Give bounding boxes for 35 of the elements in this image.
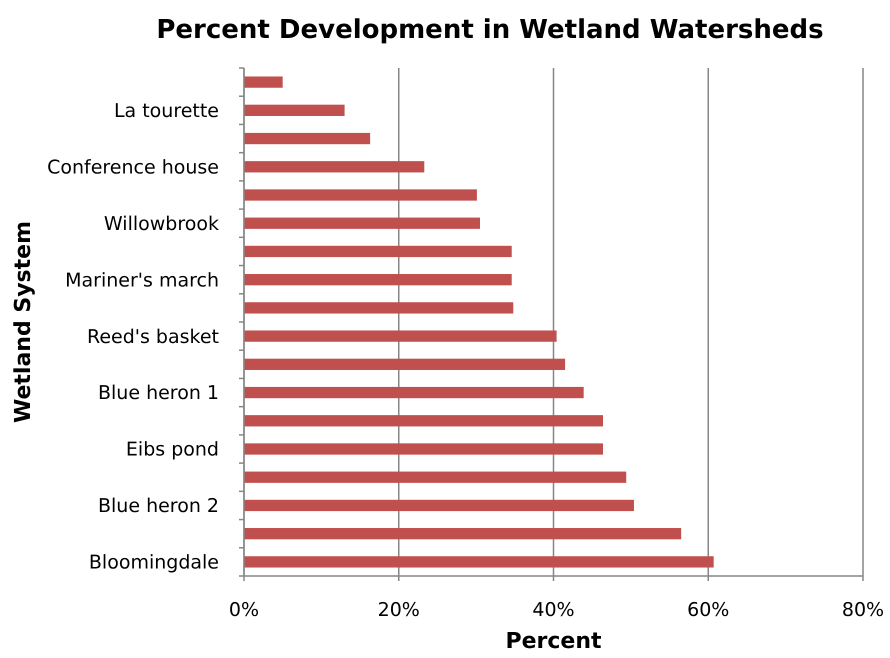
bar <box>244 274 512 286</box>
bar <box>244 330 557 342</box>
bar <box>244 358 566 370</box>
bar <box>244 246 512 258</box>
bar <box>244 76 283 88</box>
y-tick-label: Bloomingdale <box>88 552 219 574</box>
x-tick-label: 60% <box>687 599 730 621</box>
bar <box>244 161 424 172</box>
x-tick-label: 20% <box>378 599 420 621</box>
y-tick-label: Conference house <box>47 156 219 178</box>
bar <box>244 386 584 398</box>
x-tick-label: 40% <box>532 599 575 621</box>
bar <box>244 302 514 314</box>
bar <box>244 472 626 483</box>
y-axis-title: Wetland System <box>11 220 36 424</box>
chart-title: Percent Development in Wetland Watersheds <box>156 15 824 45</box>
y-tick-label: Eibs pond <box>126 438 219 461</box>
y-tick-label: Blue heron 1 <box>98 382 219 404</box>
bar <box>244 218 480 229</box>
bar <box>244 528 682 540</box>
y-tick-label: La tourette <box>114 100 219 122</box>
bar <box>244 132 370 144</box>
x-tick-label: 80% <box>842 599 884 621</box>
y-tick-label: Willowbrook <box>104 212 219 235</box>
bar <box>244 500 634 512</box>
y-tick-label: Reed's basket <box>86 326 219 348</box>
bar <box>244 189 477 201</box>
y-tick-label: Blue heron 2 <box>98 495 219 518</box>
x-axis-title: Percent <box>505 629 602 654</box>
x-tick-label: 0% <box>228 599 260 621</box>
bar <box>244 104 345 116</box>
bar <box>244 443 604 455</box>
bar <box>244 556 714 568</box>
y-tick-label: Mariner's march <box>65 269 219 292</box>
bar <box>244 415 604 426</box>
